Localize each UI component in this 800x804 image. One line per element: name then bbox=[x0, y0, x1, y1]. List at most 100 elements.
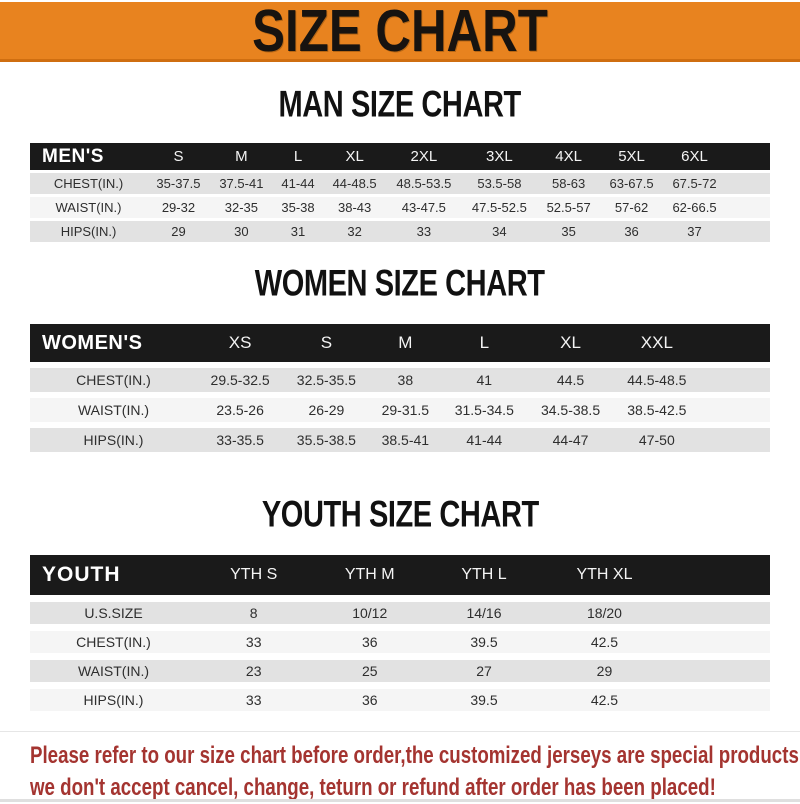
size-value: 38.5-41 bbox=[369, 428, 442, 452]
size-value: 35-37.5 bbox=[147, 173, 210, 194]
size-value: 52.5-57 bbox=[537, 197, 601, 218]
column-header: XXL bbox=[613, 324, 700, 362]
size-value: 33 bbox=[197, 631, 311, 653]
size-value: 26-29 bbox=[283, 398, 370, 422]
column-header: L bbox=[272, 143, 324, 170]
column-header: S bbox=[147, 143, 210, 170]
spacer-cell bbox=[670, 689, 770, 711]
size-chart-banner: SIZE CHART bbox=[0, 0, 800, 64]
spacer-cell bbox=[700, 428, 770, 452]
size-value: 37 bbox=[663, 221, 726, 242]
table-header-row: YOUTH YTH S YTH M YTH L YTH XL bbox=[30, 555, 770, 595]
size-value: 44-48.5 bbox=[323, 173, 387, 194]
size-value: 35.5-38.5 bbox=[283, 428, 370, 452]
column-header: YTH S bbox=[197, 555, 311, 595]
spacer-cell bbox=[700, 324, 770, 362]
mens-size-table: MEN'S S M L XL 2XL 3XL 4XL 5XL 6XL CHEST(IN.) 35-37… bbox=[30, 140, 770, 245]
size-value: 47.5-52.5 bbox=[461, 197, 538, 218]
column-header: XS bbox=[197, 324, 284, 362]
column-header: 2XL bbox=[386, 143, 462, 170]
spacer-cell bbox=[670, 602, 770, 624]
row-label: WAIST(IN.) bbox=[30, 660, 197, 682]
youth-section-heading: YOUTH SIZE CHART bbox=[0, 492, 800, 536]
spacer-cell bbox=[726, 197, 770, 218]
row-label: U.S.SIZE bbox=[30, 602, 197, 624]
row-label: WAIST(IN.) bbox=[30, 398, 197, 422]
size-value: 29 bbox=[538, 660, 670, 682]
size-value: 10/12 bbox=[310, 602, 430, 624]
column-header: 3XL bbox=[461, 143, 538, 170]
table-corner-label: MEN'S bbox=[30, 143, 147, 170]
size-value: 32-35 bbox=[209, 197, 273, 218]
size-value: 34 bbox=[461, 221, 538, 242]
banner-title: SIZE CHART bbox=[252, 0, 548, 64]
size-value: 41-44 bbox=[272, 173, 324, 194]
row-label: HIPS(IN.) bbox=[30, 221, 147, 242]
table-row: HIPS(IN.) 33 36 39.5 42.5 bbox=[30, 689, 770, 711]
spacer-cell bbox=[726, 221, 770, 242]
spacer-cell bbox=[670, 555, 770, 595]
size-value: 36 bbox=[600, 221, 664, 242]
size-value: 36 bbox=[310, 631, 430, 653]
table-corner-label: YOUTH bbox=[30, 555, 197, 595]
table-row: WAIST(IN.) 29-32 32-35 35-38 38-43 43-47.5 47.… bbox=[30, 197, 770, 218]
table-row: U.S.SIZE 8 10/12 14/16 18/20 bbox=[30, 602, 770, 624]
womens-size-table: WOMEN'S XS S M L XL XXL CHEST(IN.) 29.5-32.5 32.5… bbox=[30, 318, 770, 458]
row-label: WAIST(IN.) bbox=[30, 197, 147, 218]
size-value: 30 bbox=[209, 221, 273, 242]
column-header: YTH XL bbox=[538, 555, 670, 595]
table-row: WAIST(IN.) 23 25 27 29 bbox=[30, 660, 770, 682]
disclaimer-note: Please refer to our size chart before or… bbox=[0, 731, 800, 804]
size-value: 29.5-32.5 bbox=[197, 368, 284, 392]
table-row: CHEST(IN.) 35-37.5 37.5-41 41-44 44-48.5 48.5… bbox=[30, 173, 770, 194]
spacer-cell bbox=[726, 173, 770, 194]
size-value: 41 bbox=[441, 368, 528, 392]
size-value: 38 bbox=[369, 368, 442, 392]
row-label: HIPS(IN.) bbox=[30, 689, 197, 711]
size-value: 53.5-58 bbox=[461, 173, 538, 194]
size-value: 47-50 bbox=[613, 428, 700, 452]
size-value: 62-66.5 bbox=[663, 197, 726, 218]
man-section-heading-text: MAN SIZE CHART bbox=[278, 82, 522, 125]
youth-section-heading-text: YOUTH SIZE CHART bbox=[261, 492, 539, 535]
column-header: XL bbox=[527, 324, 614, 362]
size-value: 44.5-48.5 bbox=[613, 368, 700, 392]
size-value: 43-47.5 bbox=[386, 197, 462, 218]
spacer-cell bbox=[726, 143, 770, 170]
column-header: YTH M bbox=[310, 555, 430, 595]
table-row: CHEST(IN.) 29.5-32.5 32.5-35.5 38 41 44.5 44.5… bbox=[30, 368, 770, 392]
size-value: 35 bbox=[537, 221, 601, 242]
size-value: 42.5 bbox=[538, 631, 670, 653]
size-value: 8 bbox=[197, 602, 311, 624]
column-header: S bbox=[283, 324, 370, 362]
size-value: 27 bbox=[429, 660, 539, 682]
size-value: 31.5-34.5 bbox=[441, 398, 528, 422]
table-row: HIPS(IN.) 33-35.5 35.5-38.5 38.5-41 41-44 44-… bbox=[30, 428, 770, 452]
size-value: 38.5-42.5 bbox=[613, 398, 700, 422]
table-header-row: WOMEN'S XS S M L XL XXL bbox=[30, 324, 770, 362]
size-value: 48.5-53.5 bbox=[386, 173, 462, 194]
table-row: HIPS(IN.) 29 30 31 32 33 34 35 36 37 bbox=[30, 221, 770, 242]
size-value: 33-35.5 bbox=[197, 428, 284, 452]
row-label: CHEST(IN.) bbox=[30, 631, 197, 653]
size-value: 33 bbox=[386, 221, 462, 242]
size-value: 57-62 bbox=[600, 197, 664, 218]
column-header: L bbox=[441, 324, 528, 362]
size-value: 44-47 bbox=[527, 428, 614, 452]
size-value: 37.5-41 bbox=[209, 173, 273, 194]
man-section-heading: MAN SIZE CHART bbox=[0, 82, 800, 126]
spacer-cell bbox=[670, 631, 770, 653]
size-value: 25 bbox=[310, 660, 430, 682]
size-value: 29-31.5 bbox=[369, 398, 442, 422]
youth-size-table: YOUTH YTH S YTH M YTH L YTH XL U.S.SIZE 8 10/12… bbox=[30, 548, 770, 718]
column-header: YTH L bbox=[429, 555, 539, 595]
disclaimer-line-1: Please refer to our size chart before or… bbox=[30, 741, 800, 770]
spacer-cell bbox=[670, 660, 770, 682]
column-header: 6XL bbox=[663, 143, 726, 170]
size-value: 31 bbox=[272, 221, 324, 242]
size-value: 67.5-72 bbox=[663, 173, 726, 194]
size-value: 32 bbox=[323, 221, 387, 242]
size-value: 42.5 bbox=[538, 689, 670, 711]
size-value: 23 bbox=[197, 660, 311, 682]
women-section-heading: WOMEN SIZE CHART bbox=[0, 262, 800, 305]
